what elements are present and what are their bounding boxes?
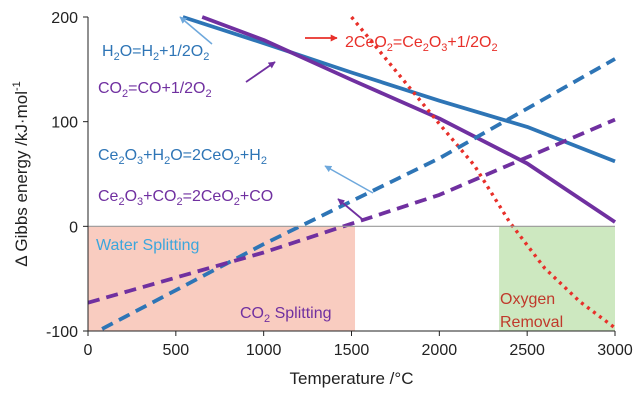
reaction-label-subscript: 3 — [441, 42, 447, 54]
reaction-label-subscript: 3 — [137, 155, 143, 167]
reaction-label-part: Ce — [98, 147, 119, 164]
reaction-label-a2: CO2=CO+1/2O2 — [98, 80, 212, 100]
reaction-label-part: O=2CeO — [170, 147, 234, 164]
reaction-label-subscript: 2 — [387, 42, 393, 54]
arrow-co2 — [245, 61, 276, 83]
reaction-label-part: CO — [98, 80, 122, 97]
reaction-label-subscript: 2 — [491, 42, 497, 54]
x-tick-label: 2000 — [422, 342, 458, 359]
arrow-ce-h2o — [324, 165, 374, 194]
reaction-label-subscript: 2 — [153, 51, 159, 63]
co2-splitting-label: CO2 Splitting — [240, 305, 332, 325]
water-splitting-label: Water Splitting — [96, 237, 199, 254]
y-axis-title: Δ Gibbs energy /kJ·mol-1 — [11, 81, 31, 267]
reaction-label-part: O — [429, 34, 441, 51]
series-line-co2_split — [201, 15, 617, 224]
reaction-label-a3: 2CeO2=Ce2O3+1/2O2 — [345, 34, 498, 54]
reaction-label-subscript: 2 — [164, 155, 170, 167]
x-tick-label: 1000 — [246, 342, 282, 359]
x-tick-label: 1500 — [334, 342, 370, 359]
reaction-label-a4: Ce2O3+H2O=2CeO2+H2 — [98, 147, 267, 167]
reaction-label-subscript: 2 — [177, 196, 183, 208]
y-tick-label: 200 — [51, 10, 78, 27]
reaction-label-subscript: 2 — [118, 155, 124, 167]
reaction-label-a1: H2O=H2+1/2O2 — [102, 43, 209, 63]
reaction-label-part: +H — [240, 147, 261, 164]
reaction-label-subscript: 2 — [122, 88, 128, 100]
co2-splitting-label-sub: 2 — [264, 313, 270, 325]
reaction-label-part: O — [125, 188, 137, 205]
reaction-label-part: =CO+1/2O — [128, 80, 205, 97]
y-tick-label: 0 — [69, 219, 78, 236]
x-tick-label: 500 — [162, 342, 189, 359]
y-tick-label: 100 — [51, 115, 78, 132]
reaction-label-part: +CO — [240, 188, 273, 205]
x-tick-label: 2500 — [509, 342, 545, 359]
reaction-label-subscript: 2 — [234, 155, 240, 167]
series-line-water_split — [182, 15, 616, 164]
x-tick-label: 0 — [84, 342, 93, 359]
reaction-label-subscript: 2 — [114, 51, 120, 63]
reaction-label-part: O=H — [120, 43, 153, 60]
x-tick-label: 3000 — [597, 342, 633, 359]
oxygen-removal-label-line1: Oxygen — [500, 291, 555, 308]
reaction-label-subscript: 2 — [203, 51, 209, 63]
oxygen-removal-label-line2: Removal — [500, 314, 563, 331]
reaction-label-part: O — [125, 147, 137, 164]
axes-layer: 0 500 1000 1500 2000 2500 3000 -100 0 100 200 Tempe… — [11, 10, 633, 388]
series-line-ce_h2o — [101, 57, 616, 331]
reaction-label-part: =2CeO — [183, 188, 234, 205]
y-axis-title-text: Δ Gibbs energy /kJ·mol — [12, 91, 31, 267]
y-axis-title-superscript: -1 — [11, 81, 23, 91]
reaction-label-a5: Ce2O3+CO2=2CeO2+CO — [98, 188, 273, 208]
reaction-label-part: =Ce — [393, 34, 423, 51]
reaction-label-subscript: 2 — [118, 196, 124, 208]
reaction-label-part: +H — [143, 147, 164, 164]
water-splitting-region — [88, 226, 356, 331]
reaction-label-subscript: 3 — [137, 196, 143, 208]
reaction-label-part: H — [102, 43, 114, 60]
arrow-h2o — [179, 16, 213, 45]
reaction-label-subscript: 2 — [261, 155, 267, 167]
series-line-ce_reduction — [350, 15, 617, 330]
oxygen-removal-region — [499, 226, 615, 331]
arrow-ce-co2 — [337, 198, 363, 220]
series-line-ce_co2 — [87, 117, 616, 305]
co2-splitting-label-part: CO — [240, 305, 264, 322]
reaction-label-part: 2CeO — [345, 34, 387, 51]
series-layer — [87, 15, 617, 331]
regions-layer — [88, 226, 615, 331]
y-tick-label: -100 — [46, 324, 78, 341]
reaction-label-part: Ce — [98, 188, 119, 205]
reaction-label-subscript: 2 — [206, 88, 212, 100]
reaction-label-subscript: 2 — [423, 42, 429, 54]
reaction-label-part: +1/2O — [447, 34, 491, 51]
reaction-label-subscript: 2 — [234, 196, 240, 208]
reaction-label-part: +1/2O — [159, 43, 203, 60]
co2-splitting-label-part: Splitting — [270, 305, 331, 322]
reaction-label-part: +CO — [143, 188, 176, 205]
x-axis-title: Temperature /°C — [290, 369, 414, 388]
